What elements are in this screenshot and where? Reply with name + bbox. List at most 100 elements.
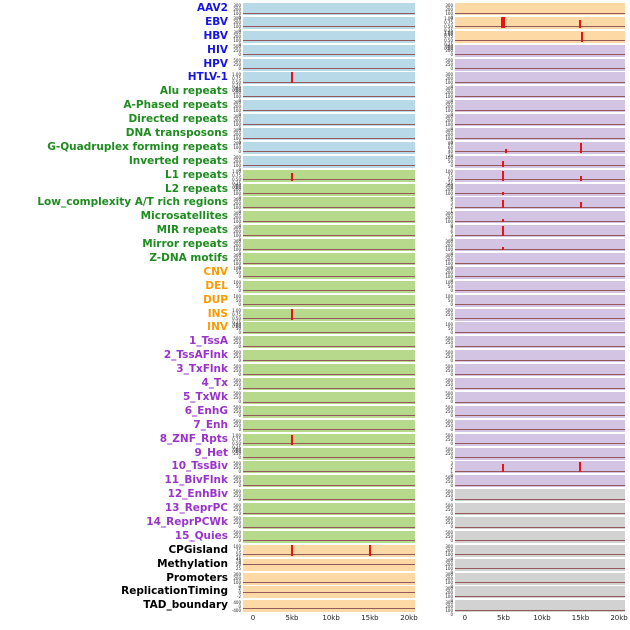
right-panel [455,391,625,404]
y-tick-label: 0 [238,468,241,474]
y-tick-label: 200 [445,75,453,81]
y-tick-label: 300 [233,224,241,230]
y-tick-label: 50 [235,298,241,304]
y-tick-label: 0 [238,139,241,145]
baseline-line [455,262,625,264]
figure-row: DEL 100 50 0 100 50 0 [0,280,630,294]
left-panel [243,350,415,363]
y-axis-ticks: 300 200 100 0 [228,238,243,255]
y-axis-ticks: 500 250 0 [415,377,455,391]
y-axis-ticks: 300 200 100 0 [228,224,243,241]
y-axis-ticks: 300 200 100 0 [415,572,455,589]
y-tick-label: 500 [445,308,453,314]
y-axis-ticks: 500 250 0 [228,419,243,433]
right-panel [455,16,625,29]
figure-row: DUP 100 50 0 100 50 0 [0,294,630,308]
y-tick-label: 100 [445,10,453,16]
y-tick-label: 250 [445,381,453,387]
y-tick-label: 75 [235,558,241,564]
left-panel [243,30,415,43]
y-tick-label: 0 [450,316,453,322]
y-tick-label: -400 [231,607,241,613]
y-tick-label: 100 [233,145,241,151]
y-axis-ticks: 300 200 100 0 [415,183,455,200]
y-tick-label: 1 [450,208,453,214]
left-panel [243,72,415,85]
figure-row: HPV 500 250 0 500 250 0 [0,58,630,72]
right-panel [455,183,625,196]
baseline-line [243,304,415,306]
y-tick-label: 100 [233,266,241,272]
y-tick-label: 4 [450,196,453,202]
y-tick-label: 0 [238,427,241,433]
baseline-line [455,54,625,56]
left-panel [243,58,415,71]
right-panel [455,489,625,502]
y-tick-label: 0 [238,385,241,391]
y-tick-label: 0.75 [444,20,453,26]
right-panel [455,350,625,363]
baseline-line [243,262,415,264]
y-tick-label: 0.25 [232,83,241,89]
y-axis-ticks: 300 200 100 0 [228,252,243,269]
row-label: Mirror repeats [142,238,228,251]
y-axis-ticks: 300 200 100 0 [415,85,455,102]
baseline-line [455,304,625,306]
row-label: Promoters [166,571,228,584]
y-axis-ticks: 300 200 100 0 [228,16,243,33]
y-tick-label: 250 [445,62,453,68]
y-tick-label: 300 [233,572,241,578]
right-panel [455,364,625,377]
y-axis-ticks: 100 50 0 [228,280,243,294]
baseline-line [243,220,415,222]
y-tick-label: 0.50 [232,79,241,85]
y-tick-label: 250 [233,367,241,373]
y-tick-label: 0 [450,66,453,72]
y-tick-label: 0 [238,482,241,488]
y-tick-label: 0 [238,603,241,609]
y-tick-label: 300 [233,113,241,119]
y-tick-label: 0 [450,413,453,419]
y-tick-label: 200 [445,256,453,262]
y-tick-label: 100 [233,321,241,327]
right-panel [455,72,625,85]
left-panel [243,169,415,182]
y-tick-label: 0 [238,329,241,335]
baseline-line [455,276,625,278]
signal-spike [502,226,505,237]
left-panel [243,419,415,432]
y-tick-label: 250 [445,353,453,359]
y-axis-ticks: 500 250 0 [228,391,243,405]
y-axis-ticks: 300 200 100 0 [415,238,455,255]
right-panel [455,86,625,99]
signal-spike [502,192,505,195]
figure-row: 3_TxFlnk 500 250 0 500 250 0 [0,363,630,377]
y-axis-ticks: 400 200 0 [415,44,455,58]
y-tick-label: 0 [238,455,241,460]
baseline-line [455,137,625,139]
left-panel [243,197,415,210]
y-tick-label: 0 [238,52,241,58]
y-tick-label: 200 [233,576,241,582]
y-axis-ticks: 300 200 100 0 [228,2,243,19]
y-tick-label: 40 [447,149,453,155]
y-axis-ticks: 2 0 -2 [228,585,243,599]
y-tick-label: 0.25 [232,181,241,187]
row-label: L2 repeats [165,182,228,195]
left-panel [243,336,415,349]
y-tick-label: 0 [238,413,241,419]
signal-spike [501,16,506,28]
y-axis-ticks: 500 250 0 [415,363,455,377]
right-panel [455,433,625,446]
y-tick-label: 200 [233,242,241,248]
figure-row: Mirror repeats 300 200 100 0 300 200 100 0 [0,238,630,255]
y-tick-label: 0 [450,597,453,603]
y-tick-label: 300 [233,196,241,202]
y-axis-ticks: 100 50 0 [228,294,243,308]
y-tick-label: 50 [235,284,241,290]
y-tick-label: 100 [445,191,453,197]
baseline-line [455,109,625,111]
y-axis-ticks: 300 200 100 0 [228,99,243,116]
y-tick-label: 250 [445,520,453,526]
row-label: Methylation [157,557,228,570]
